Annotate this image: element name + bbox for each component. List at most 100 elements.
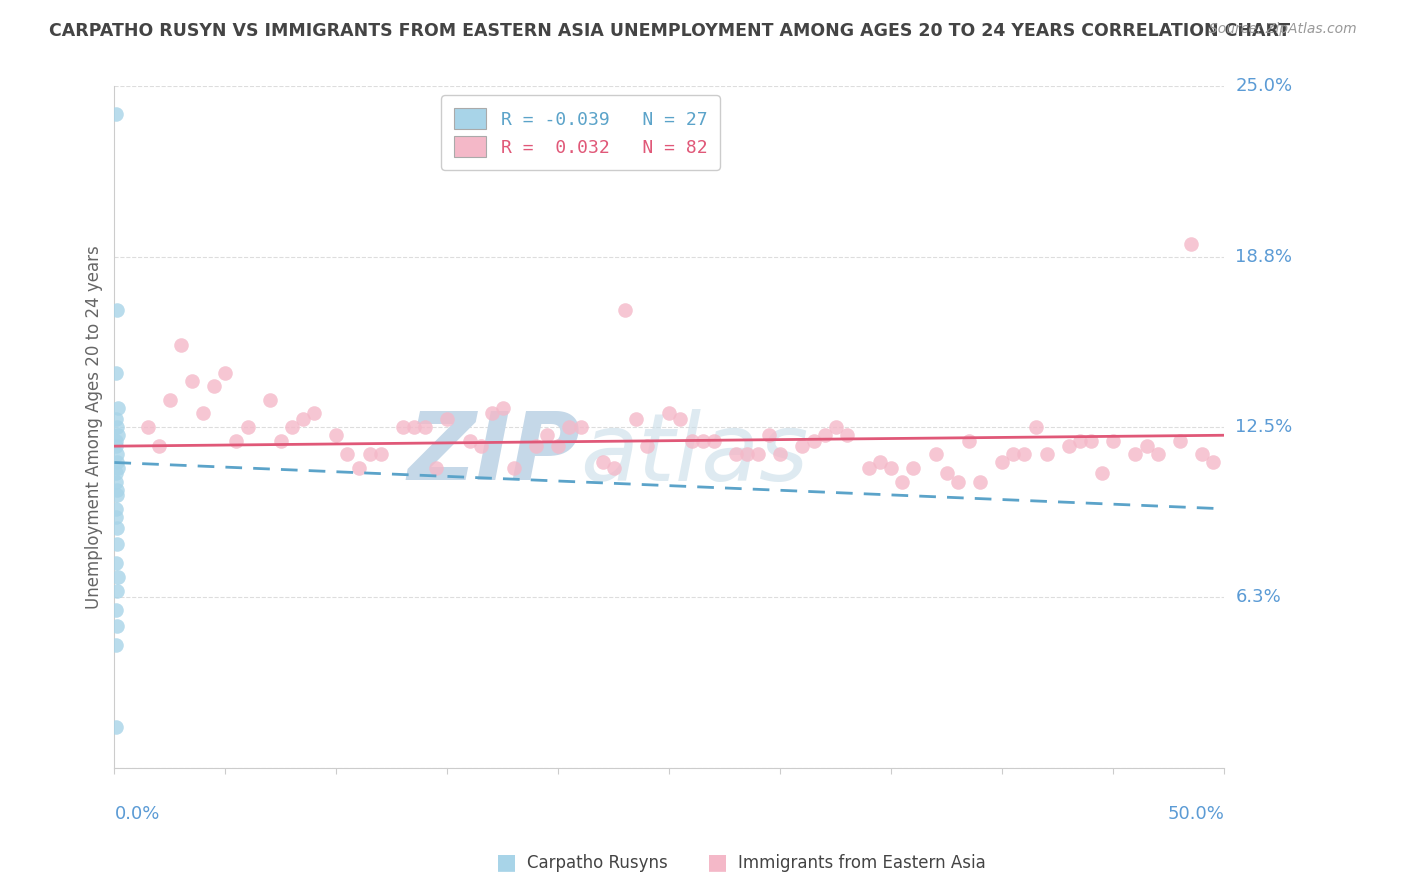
Point [492, 401, 515, 415]
Point [524, 439, 547, 453]
Point [259, 392, 281, 407]
Point [359, 447, 381, 461]
Point [669, 412, 692, 426]
Point [924, 447, 946, 461]
Point [636, 439, 658, 453]
Point [569, 420, 592, 434]
Text: 18.8%: 18.8% [1236, 248, 1292, 266]
Point [692, 434, 714, 448]
Point [724, 447, 747, 461]
Point [104, 439, 127, 453]
Point [104, 720, 127, 734]
Point [1091, 467, 1114, 481]
Point [270, 434, 292, 448]
Point [105, 537, 128, 551]
Point [603, 461, 626, 475]
Point [104, 412, 127, 426]
Point [1146, 447, 1168, 461]
Point [105, 434, 128, 448]
Point [1135, 439, 1157, 453]
Point [105, 302, 128, 317]
Point [792, 439, 814, 453]
Point [1035, 447, 1057, 461]
Point [536, 428, 558, 442]
Point [214, 366, 236, 380]
Point [392, 420, 415, 434]
Point [1191, 447, 1213, 461]
Point [869, 455, 891, 469]
Point [105, 557, 128, 571]
Point [281, 420, 304, 434]
Point [880, 461, 903, 475]
Point [935, 467, 957, 481]
Text: Carpatho Rusyns: Carpatho Rusyns [527, 855, 668, 872]
Point [547, 439, 569, 453]
Point [481, 407, 503, 421]
Point [758, 428, 780, 442]
Point [1014, 447, 1036, 461]
Point [107, 461, 129, 475]
Text: 12.5%: 12.5% [1236, 418, 1292, 436]
Point [105, 638, 128, 652]
Point [1125, 447, 1147, 461]
Point [105, 488, 128, 502]
Point [1002, 447, 1025, 461]
Point [105, 583, 128, 598]
Point [458, 434, 481, 448]
Text: ■: ■ [707, 853, 727, 872]
Point [470, 439, 492, 453]
Text: 50.0%: 50.0% [1167, 805, 1225, 823]
Point [425, 461, 447, 475]
Point [105, 619, 128, 633]
Point [903, 461, 925, 475]
Legend: R = -0.039   N = 27, R =  0.032   N = 82: R = -0.039 N = 27, R = 0.032 N = 82 [441, 95, 720, 169]
Point [236, 420, 259, 434]
Point [803, 434, 825, 448]
Point [413, 420, 436, 434]
Point [302, 407, 325, 421]
Point [104, 510, 127, 524]
Text: CARPATHO RUSYN VS IMMIGRANTS FROM EASTERN ASIA UNEMPLOYMENT AMONG AGES 20 TO 24 : CARPATHO RUSYN VS IMMIGRANTS FROM EASTER… [49, 22, 1291, 40]
Text: ■: ■ [496, 853, 516, 872]
Point [891, 475, 914, 489]
Point [969, 475, 991, 489]
Text: Immigrants from Eastern Asia: Immigrants from Eastern Asia [738, 855, 986, 872]
Point [1202, 455, 1225, 469]
Point [558, 420, 581, 434]
Point [747, 447, 769, 461]
Point [105, 501, 128, 516]
Text: 6.3%: 6.3% [1236, 589, 1281, 607]
Point [991, 455, 1014, 469]
Point [136, 420, 159, 434]
Point [105, 420, 128, 434]
Point [105, 366, 128, 380]
Point [370, 447, 392, 461]
Point [503, 461, 526, 475]
Point [613, 302, 636, 317]
Point [225, 434, 247, 448]
Point [104, 475, 127, 489]
Point [105, 467, 128, 481]
Point [814, 428, 837, 442]
Point [181, 374, 204, 388]
Point [858, 461, 880, 475]
Point [735, 447, 758, 461]
Text: 25.0%: 25.0% [1236, 78, 1292, 95]
Point [946, 475, 969, 489]
Point [104, 602, 127, 616]
Point [1168, 434, 1191, 448]
Point [336, 447, 359, 461]
Point [835, 428, 858, 442]
Text: 0.0%: 0.0% [114, 805, 160, 823]
Point [703, 434, 725, 448]
Point [325, 428, 347, 442]
Point [402, 420, 425, 434]
Point [658, 407, 681, 421]
Point [105, 521, 128, 535]
Point [957, 434, 980, 448]
Y-axis label: Unemployment Among Ages 20 to 24 years: Unemployment Among Ages 20 to 24 years [86, 245, 103, 609]
Point [292, 412, 315, 426]
Point [1180, 237, 1202, 252]
Point [159, 392, 181, 407]
Point [105, 447, 128, 461]
